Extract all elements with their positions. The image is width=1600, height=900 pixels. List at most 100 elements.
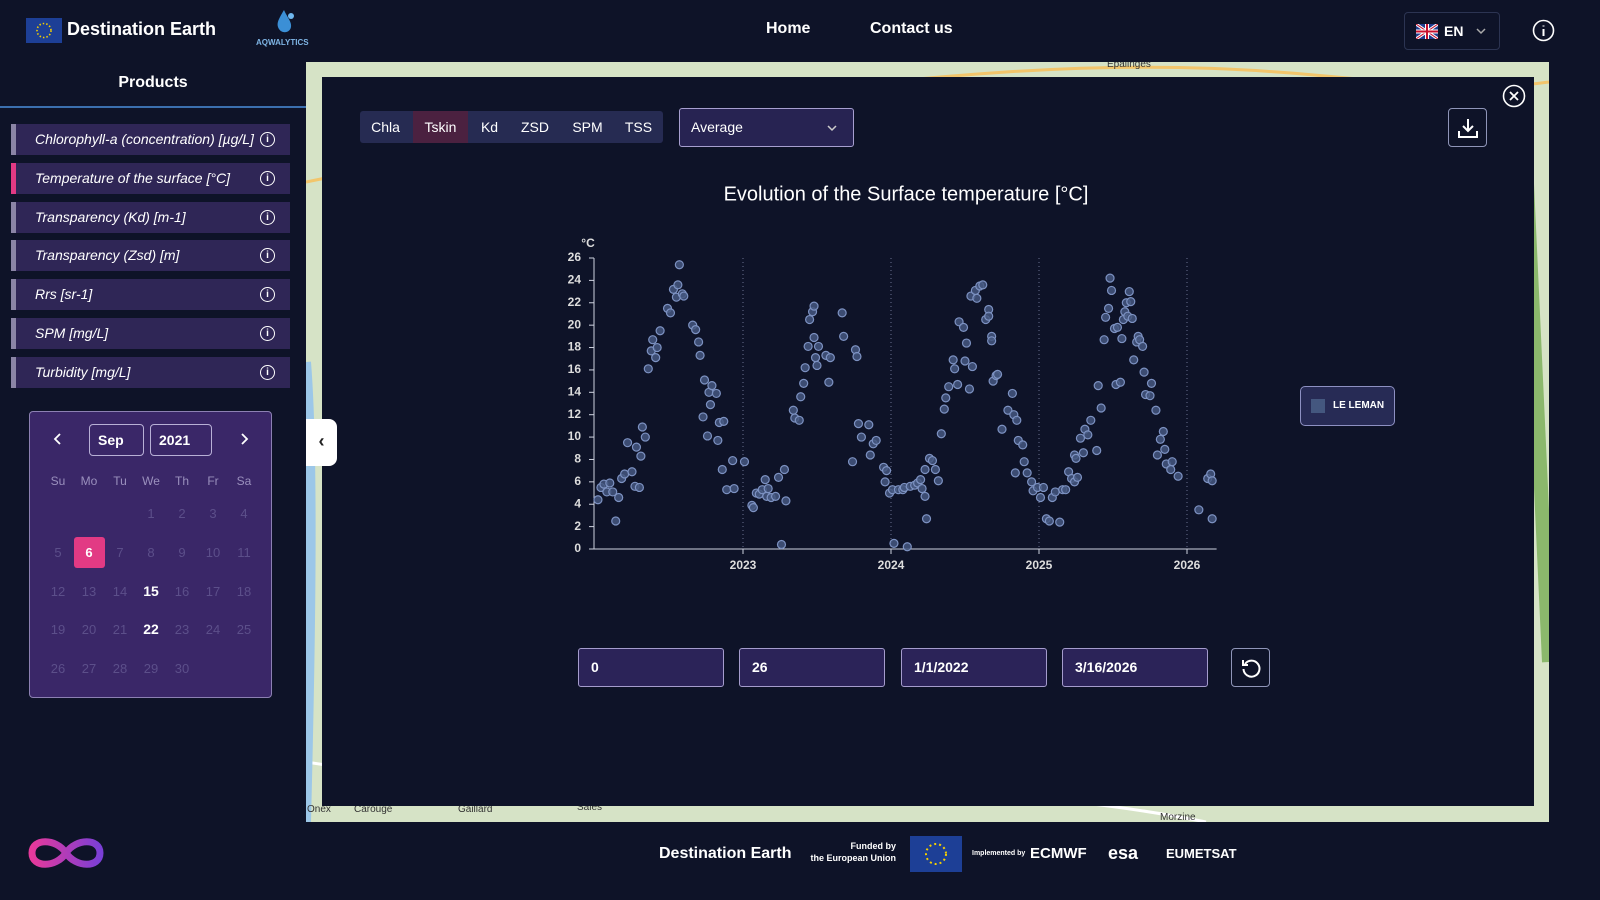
- product-item[interactable]: Chlorophyll-a (concentration) [µg/L] i: [11, 124, 290, 155]
- calendar-day[interactable]: 19: [50, 622, 66, 638]
- calendar-day[interactable]: 20: [81, 622, 97, 638]
- calendar-day[interactable]: 15: [143, 582, 159, 599]
- info-icon[interactable]: i: [260, 209, 275, 225]
- tab[interactable]: Tskin: [413, 111, 468, 143]
- weekday: Mo: [80, 474, 98, 488]
- weekday: Tu: [113, 474, 127, 488]
- map-label: Sales: [577, 802, 603, 813]
- calendar-day[interactable]: 12: [50, 583, 66, 599]
- end-date-input[interactable]: 3/16/2026: [1062, 648, 1208, 687]
- implemented-by: Implemented by: [972, 850, 1026, 857]
- chevron: [827, 125, 837, 132]
- calendar-day[interactable]: 22: [143, 621, 159, 638]
- info-icon[interactable]: i: [260, 287, 275, 303]
- tab[interactable]: SPM: [572, 119, 603, 135]
- next-month[interactable]: [238, 432, 250, 446]
- product-item[interactable]: Temperature of the surface [°C] i: [11, 162, 290, 194]
- month-select[interactable]: Sep: [89, 424, 144, 456]
- products-title: Products: [118, 74, 188, 91]
- calendar-day[interactable]: 8: [147, 544, 155, 560]
- footer-logo: [28, 838, 104, 868]
- calendar-day[interactable]: 3: [209, 506, 217, 521]
- info-icon[interactable]: i: [260, 364, 275, 380]
- legend[interactable]: LE LEMAN: [1300, 386, 1395, 426]
- y-min-input[interactable]: 0: [578, 648, 724, 687]
- calendar-day[interactable]: 24: [205, 622, 221, 638]
- product-tabs: Chla Tskin Kd ZSD SPM TSS: [360, 111, 663, 143]
- download-icon: [1458, 119, 1478, 138]
- product-item[interactable]: Turbidity [mg/L] i: [11, 356, 290, 388]
- partner: ECMWF: [1030, 845, 1087, 862]
- language-select[interactable]: EN: [1404, 12, 1500, 50]
- product-item[interactable]: Rrs [sr-1] i: [11, 279, 290, 311]
- calendar-day[interactable]: 1: [147, 506, 155, 521]
- calendar-day[interactable]: 21: [112, 622, 128, 638]
- calendar-day[interactable]: 6: [73, 536, 105, 568]
- calendar-day[interactable]: 9: [178, 544, 186, 560]
- calendar: Sep 2021 Su Mo Tu We Th Fr Sa 1 2 3 4 5 6 7 8 9 10 11 12 13…: [29, 411, 272, 698]
- calendar-day[interactable]: 23: [174, 622, 190, 638]
- info-icon[interactable]: i: [260, 170, 275, 186]
- calendar-day[interactable]: 27: [81, 661, 97, 677]
- tab[interactable]: ZSD: [521, 119, 549, 135]
- y-max-input[interactable]: 26: [739, 648, 885, 687]
- divider: [0, 106, 306, 108]
- collapse-sidebar[interactable]: ‹: [306, 419, 337, 466]
- info-button[interactable]: [1532, 19, 1555, 42]
- map-label: Gaillard: [458, 804, 493, 815]
- calendar-day[interactable]: 2: [178, 506, 186, 521]
- weekday: Th: [174, 474, 189, 488]
- calendar-day[interactable]: 30: [174, 661, 190, 677]
- calendar-day[interactable]: 11: [237, 544, 251, 560]
- calendar-day[interactable]: 25: [236, 622, 252, 638]
- prev-month[interactable]: [52, 432, 64, 446]
- calendar-day[interactable]: 26: [50, 661, 66, 677]
- download-button[interactable]: [1448, 108, 1487, 147]
- chart-panel: [322, 77, 1534, 806]
- tab[interactable]: TSS: [624, 119, 653, 135]
- info-icon[interactable]: i: [260, 326, 275, 341]
- tab[interactable]: Chla: [371, 119, 400, 135]
- nav-contact[interactable]: Contact us: [870, 20, 953, 37]
- product-item[interactable]: Transparency (Kd) [m-1] i: [11, 201, 290, 233]
- calendar-day[interactable]: 5: [54, 544, 62, 560]
- product-item[interactable]: Transparency (Zsd) [m] i: [11, 240, 290, 272]
- year-select[interactable]: 2021: [150, 424, 212, 456]
- statistic: Average: [691, 119, 743, 135]
- map-label: Carouge: [354, 804, 393, 815]
- calendar-day[interactable]: 4: [240, 506, 248, 521]
- calendar-day[interactable]: 10: [205, 544, 221, 560]
- nav-home[interactable]: Home: [766, 20, 811, 37]
- tab[interactable]: Kd: [480, 119, 499, 135]
- calendar-day[interactable]: 16: [174, 583, 190, 599]
- brand[interactable]: Destination Earth: [67, 19, 217, 39]
- eu-flag: [26, 18, 62, 43]
- close-button[interactable]: [1502, 84, 1526, 108]
- reset-button[interactable]: [1231, 648, 1270, 687]
- product-item[interactable]: SPM [mg/L] i: [11, 318, 290, 349]
- weekday: We: [142, 474, 160, 488]
- calendar-day[interactable]: 14: [112, 583, 128, 599]
- calendar-day[interactable]: 17: [205, 583, 221, 599]
- product-label: SPM [mg/L]: [35, 325, 109, 341]
- start-date-input[interactable]: 1/1/2022: [901, 648, 1047, 687]
- product-label: Transparency (Zsd) [m]: [35, 247, 180, 264]
- info-icon[interactable]: i: [260, 132, 275, 147]
- footer-brand: Destination Earth: [659, 845, 792, 862]
- funded-line: Funded by: [850, 841, 897, 851]
- calendar-day[interactable]: 13: [81, 583, 97, 599]
- calendar-day[interactable]: 18: [236, 583, 252, 599]
- calendar-day[interactable]: 28: [112, 661, 128, 677]
- map-label: Onex: [307, 804, 331, 815]
- reset-icon: [1242, 659, 1261, 678]
- calendar-day[interactable]: 7: [116, 544, 124, 560]
- map-label: Epalinges: [1107, 62, 1151, 70]
- info-icon[interactable]: i: [260, 248, 275, 264]
- map-label: Morzine: [1160, 812, 1196, 822]
- partner: EUMETSAT: [1166, 846, 1237, 861]
- statistic-select[interactable]: Average: [679, 108, 854, 147]
- partner: esa: [1108, 843, 1139, 863]
- calendar-day[interactable]: 29: [143, 661, 159, 677]
